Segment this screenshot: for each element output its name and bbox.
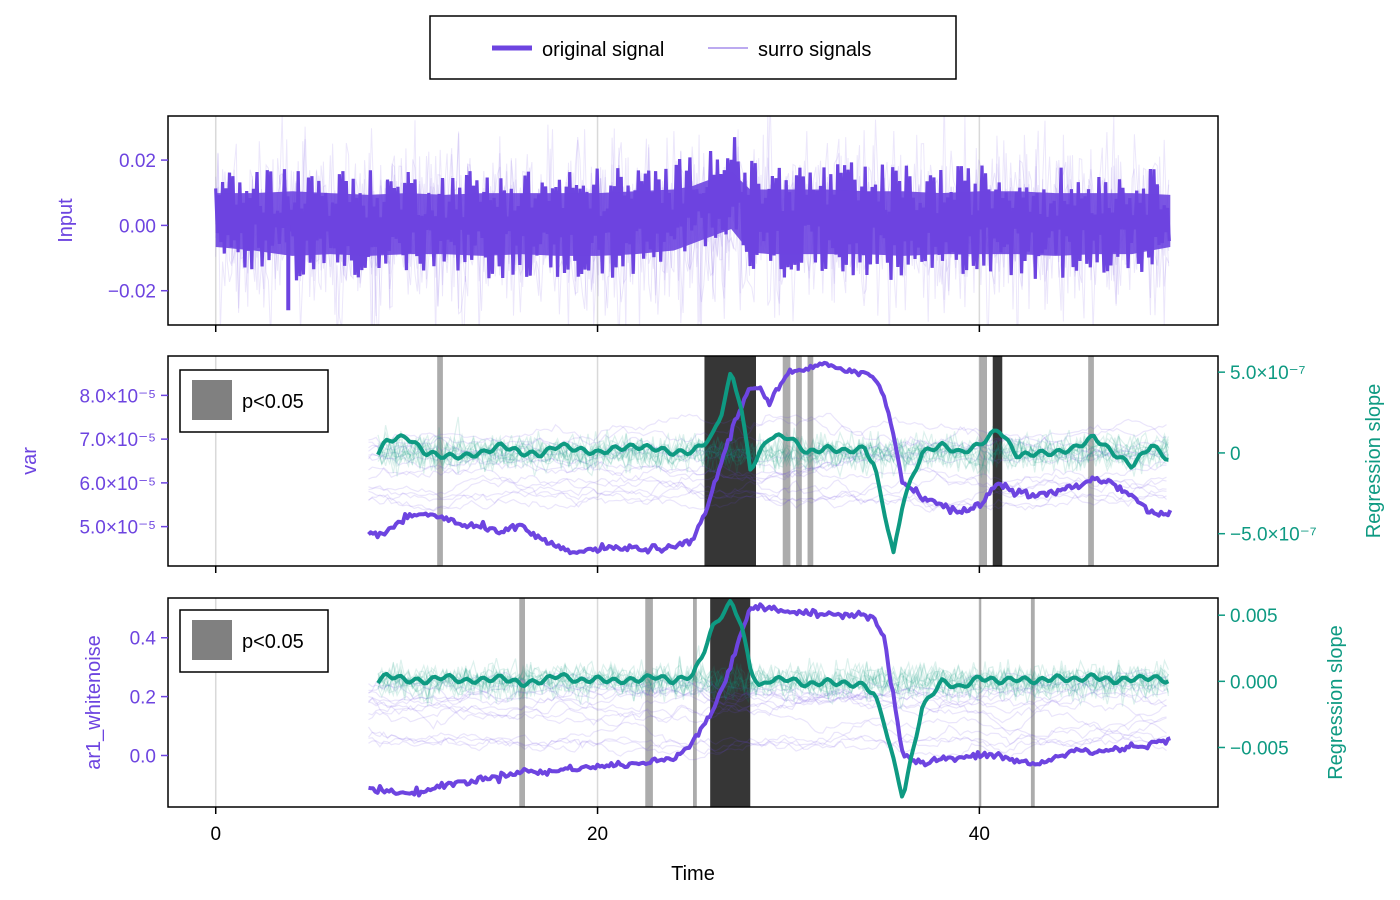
ar1-surro-indicator-13 bbox=[368, 700, 1167, 734]
var-original-indicator bbox=[367, 360, 1173, 556]
var-significance-band-6 bbox=[992, 356, 1003, 566]
var-y2tick-label-2: −5.0×10⁻⁷ bbox=[1230, 525, 1317, 546]
panel-ar1-ylabel: ar1_whitenoise bbox=[83, 635, 105, 770]
xtick-label-2: 40 bbox=[969, 824, 990, 845]
panel-input-frame bbox=[167, 115, 1219, 326]
input-ytick-label-1: 0.00 bbox=[119, 216, 156, 237]
panel-var-y2label: Regression slope bbox=[1363, 384, 1385, 539]
ar1-surro-slope-4 bbox=[377, 659, 1169, 702]
var-ytick-label-2: 6.0×10⁻⁵ bbox=[79, 474, 156, 495]
ar1-surro-indicator-9 bbox=[368, 671, 1167, 710]
panel-input-ylabel: Input bbox=[55, 198, 77, 243]
ar1-surro-indicator-3 bbox=[368, 722, 1167, 753]
panel-var-frame bbox=[167, 355, 1219, 567]
ar1-significance-band-5 bbox=[1030, 598, 1035, 807]
var-surro-slope-5 bbox=[377, 429, 1169, 474]
panel-ar1-significance-legend: p<0.05 bbox=[179, 609, 329, 673]
ar1-surro-slope-5 bbox=[377, 658, 1169, 706]
ar1-significance-band-0 bbox=[519, 598, 525, 807]
panel-ar1-frame bbox=[167, 597, 1219, 808]
ar1-regression-slope bbox=[376, 599, 1170, 799]
ar1-surro-indicator-8 bbox=[368, 686, 1167, 717]
ar1-y2tick-label-2: −0.005 bbox=[1230, 738, 1289, 759]
x-axis-label: Time bbox=[671, 863, 715, 885]
var-surro-indicator-7 bbox=[368, 433, 1167, 471]
var-significance-band-0 bbox=[437, 356, 443, 566]
input-ytick-label-2: −0.02 bbox=[108, 282, 156, 303]
var-surro-indicator-6 bbox=[368, 412, 1167, 457]
var-significance-band-4 bbox=[807, 356, 814, 566]
legend: original signal surro signals bbox=[429, 15, 957, 80]
var-surro-indicator-13 bbox=[368, 445, 1167, 489]
significance-legend-label: p<0.05 bbox=[242, 631, 304, 653]
var-ytick-label-0: 8.0×10⁻⁵ bbox=[79, 386, 156, 407]
var-surro-indicator-10 bbox=[368, 479, 1167, 512]
xtick-label-0: 0 bbox=[210, 824, 221, 845]
input-original-core bbox=[215, 171, 1171, 256]
ar1-y2tick-label-0: 0.005 bbox=[1230, 606, 1278, 627]
ar1-significance-band-2 bbox=[693, 598, 697, 807]
significance-legend-label: p<0.05 bbox=[242, 391, 304, 413]
var-significance-band-3 bbox=[796, 356, 802, 566]
var-ytick-label-1: 7.0×10⁻⁵ bbox=[79, 430, 156, 451]
ar1-surro-indicator-10 bbox=[368, 680, 1167, 707]
ar1-surro-indicator-12 bbox=[368, 684, 1167, 724]
var-surro-indicator-12 bbox=[368, 479, 1167, 513]
var-y2tick-label-0: 5.0×10⁻⁷ bbox=[1230, 363, 1306, 384]
var-significance-band-7 bbox=[1088, 356, 1094, 566]
panel-var-significance-legend: p<0.05 bbox=[179, 369, 329, 433]
ar1-significance-band-1 bbox=[645, 598, 653, 807]
ar1-surro-indicator-7 bbox=[368, 720, 1167, 759]
ar1-surro-indicator-6 bbox=[368, 681, 1167, 726]
ar1-surro-indicator-1 bbox=[368, 727, 1167, 758]
var-surro-indicator-8 bbox=[368, 474, 1167, 508]
var-y2tick-label-1: 0 bbox=[1230, 444, 1241, 465]
panel-ar1: ar1_whitenoise Regression slope 0.4 0.2 0.… bbox=[83, 597, 1347, 845]
var-significance-band-2 bbox=[782, 356, 791, 566]
ar1-surro-slope-3 bbox=[377, 660, 1169, 702]
legend-surro-label: surro signals bbox=[758, 39, 871, 61]
ar1-surro-indicator-2 bbox=[368, 724, 1167, 761]
var-surro-indicator-0 bbox=[368, 474, 1167, 512]
ar1-original-indicator bbox=[368, 602, 1171, 798]
ar1-ytick-label-2: 0.0 bbox=[130, 746, 156, 767]
var-surro-indicator-4 bbox=[368, 444, 1167, 478]
var-surro-slope-6 bbox=[377, 431, 1169, 474]
ar1-surro-indicator-4 bbox=[368, 677, 1167, 740]
var-surro-slope-11 bbox=[377, 427, 1169, 473]
ar1-significance-band-4 bbox=[979, 598, 982, 807]
var-surro-indicator-9 bbox=[368, 452, 1167, 489]
xtick-label-1: 20 bbox=[587, 824, 608, 845]
ar1-plot-area bbox=[214, 598, 1171, 807]
significance-legend-swatch bbox=[192, 620, 232, 660]
var-significance-band-5 bbox=[979, 356, 987, 566]
panel-ar1-y2label: Regression slope bbox=[1325, 625, 1347, 780]
ar1-ytick-label-1: 0.2 bbox=[130, 688, 156, 709]
var-surro-indicator-11 bbox=[368, 465, 1167, 497]
panel-input: Input 0.02 0.00 −0.02 bbox=[55, 115, 1219, 332]
var-surro-indicator-2 bbox=[368, 472, 1167, 509]
legend-original-label: original signal bbox=[542, 39, 664, 61]
var-surro-slope-1 bbox=[377, 426, 1169, 477]
panel-var-ylabel: var bbox=[19, 447, 41, 475]
significance-legend-swatch bbox=[192, 380, 232, 420]
ar1-surro-indicator-0 bbox=[368, 668, 1167, 708]
var-regression-slope bbox=[376, 371, 1169, 555]
var-surro-slope-4 bbox=[377, 416, 1169, 479]
var-surro-indicator-1 bbox=[368, 413, 1167, 451]
var-ytick-label-3: 5.0×10⁻⁵ bbox=[79, 518, 156, 539]
ar1-surro-indicator-11 bbox=[368, 686, 1167, 721]
ar1-ytick-label-0: 0.4 bbox=[130, 629, 157, 650]
ar1-surro-slope-0 bbox=[377, 658, 1169, 707]
var-surro-slope-0 bbox=[377, 425, 1169, 470]
ar1-y2tick-label-1: 0.000 bbox=[1230, 672, 1278, 693]
var-surro-slope-7 bbox=[377, 431, 1169, 475]
panel-var: var Regression slope 8.0×10⁻⁵ 7.0×10⁻⁵ 6.0… bbox=[19, 355, 1385, 573]
input-ytick-label-0: 0.02 bbox=[119, 151, 156, 172]
var-plot-area bbox=[214, 356, 1173, 566]
